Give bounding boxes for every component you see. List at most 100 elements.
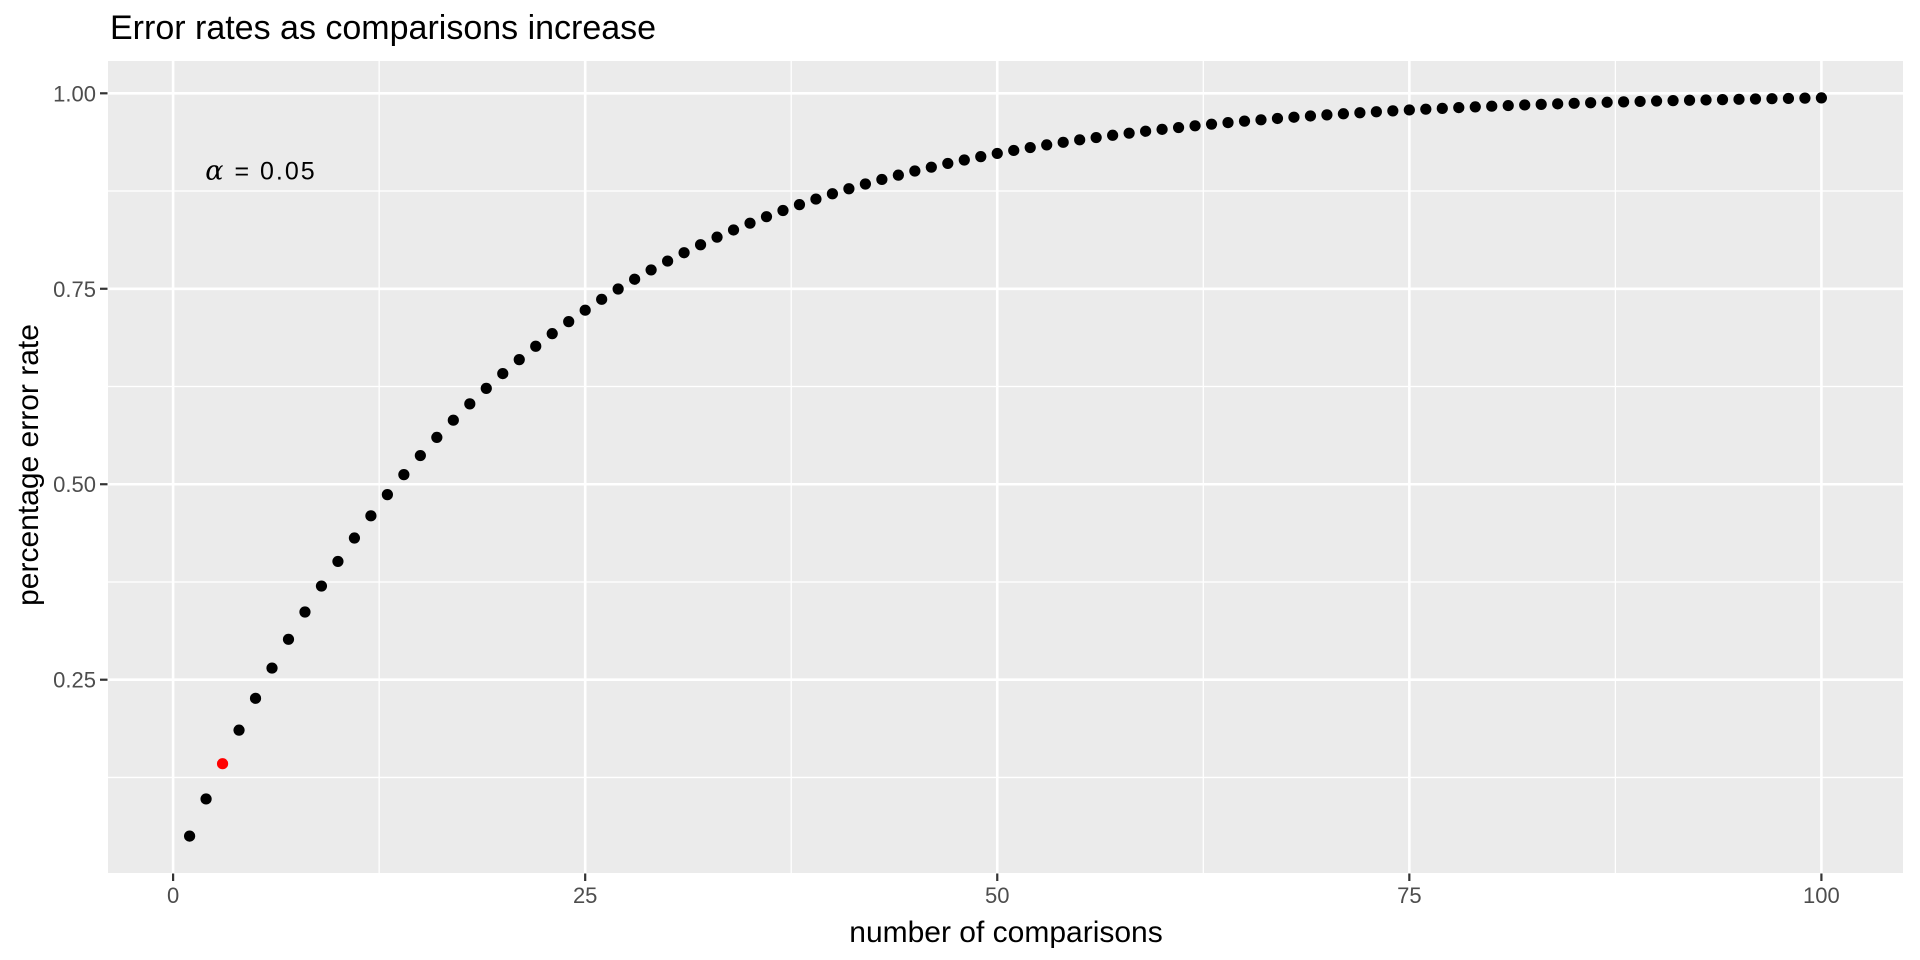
x-axis-tick-label: 100: [1803, 883, 1840, 908]
data-point: [1074, 134, 1086, 146]
plot-title: Error rates as comparisons increase: [110, 9, 657, 47]
data-point: [1387, 105, 1399, 117]
data-point: [661, 255, 674, 267]
data-point: [1716, 94, 1729, 106]
data-point: [727, 224, 740, 236]
data-point: [530, 340, 542, 352]
data-point: [1585, 97, 1597, 109]
data-point: [1650, 95, 1663, 107]
x-axis-tick-label: 25: [573, 883, 597, 908]
data-point: [711, 231, 723, 243]
data-point: [975, 151, 987, 163]
x-axis-title: number of comparisons: [849, 916, 1163, 949]
data-point: [1815, 92, 1828, 104]
x-axis-tick-label: 75: [1397, 883, 1421, 908]
alpha-annotation: α = 0.05: [205, 156, 316, 187]
data-point: [1683, 94, 1696, 106]
data-point: [183, 830, 196, 842]
data-point: [513, 354, 525, 366]
data-point: [1057, 136, 1069, 148]
data-point: [398, 469, 410, 481]
data-point: [1568, 97, 1580, 109]
data-point: [497, 368, 509, 380]
data-point: [1024, 141, 1036, 154]
data-point: [1140, 125, 1152, 137]
data-point: [694, 239, 707, 251]
data-point: [1354, 107, 1366, 119]
x-axis-tick-label: 0: [167, 883, 179, 908]
data-point: [1255, 114, 1267, 126]
data-point: [381, 489, 393, 501]
data-point: [1337, 108, 1350, 120]
data-point: [1156, 123, 1168, 135]
data-point: [563, 316, 575, 328]
data-point: [1502, 99, 1514, 112]
alpha-symbol: α: [205, 155, 226, 187]
data-point: [1486, 100, 1498, 112]
data-point: [1238, 115, 1251, 127]
data-point: [200, 793, 212, 805]
data-point: [1667, 95, 1679, 107]
data-point: [1008, 144, 1020, 157]
data-point: [678, 247, 690, 259]
data-point: [233, 724, 245, 736]
data-point: [744, 217, 756, 229]
data-point: [1601, 96, 1613, 108]
data-point: [859, 178, 871, 190]
data-point: [596, 293, 608, 305]
data-point: [1634, 95, 1646, 108]
data-point: [1733, 93, 1745, 105]
x-axis-tick-label: 50: [985, 883, 1009, 908]
data-point: [909, 165, 921, 177]
data-point: [1453, 102, 1465, 114]
data-point: [629, 273, 641, 285]
data-point: [942, 157, 954, 170]
data-point: [793, 199, 806, 211]
data-point: [579, 304, 591, 316]
data-point: [1700, 94, 1712, 106]
data-point: [612, 283, 624, 295]
data-point: [892, 169, 904, 181]
data-point: [1205, 118, 1218, 130]
data-point: [348, 532, 361, 544]
alpha-annotation-value: = 0.05: [225, 157, 317, 186]
data-point: [1749, 93, 1762, 105]
data-point: [249, 692, 262, 704]
data-point: [546, 328, 558, 340]
data-point: [645, 264, 657, 276]
data-point: [1288, 111, 1300, 123]
data-point: [760, 211, 773, 223]
data-point: [1519, 99, 1531, 111]
data-point: [332, 555, 344, 568]
data-point: [843, 183, 855, 195]
data-point: [1189, 120, 1201, 132]
data-point: [1041, 139, 1053, 151]
data-point: [1321, 109, 1333, 121]
data-point: [826, 188, 839, 200]
data-point: [1420, 103, 1432, 115]
data-point: [925, 161, 937, 173]
data-point: [464, 398, 476, 410]
data-point: [1618, 96, 1630, 108]
data-point-highlighted: [216, 758, 229, 770]
data-point: [958, 154, 970, 166]
data-point: [414, 449, 426, 462]
data-point: [365, 510, 377, 522]
data-point: [1304, 110, 1317, 122]
data-point: [431, 431, 443, 444]
data-point: [315, 580, 328, 592]
data-point: [810, 193, 822, 205]
y-axis-tick-label: 1.00: [53, 81, 96, 106]
data-point: [1799, 92, 1811, 104]
data-point: [1766, 93, 1778, 105]
data-point: [1090, 131, 1102, 144]
data-point: [1552, 98, 1564, 110]
y-axis-tick-label: 0.50: [53, 472, 96, 497]
data-point: [1370, 106, 1382, 118]
data-point: [299, 606, 311, 618]
data-point: [1271, 112, 1284, 125]
data-point: [777, 204, 789, 217]
data-point: [1403, 104, 1415, 116]
